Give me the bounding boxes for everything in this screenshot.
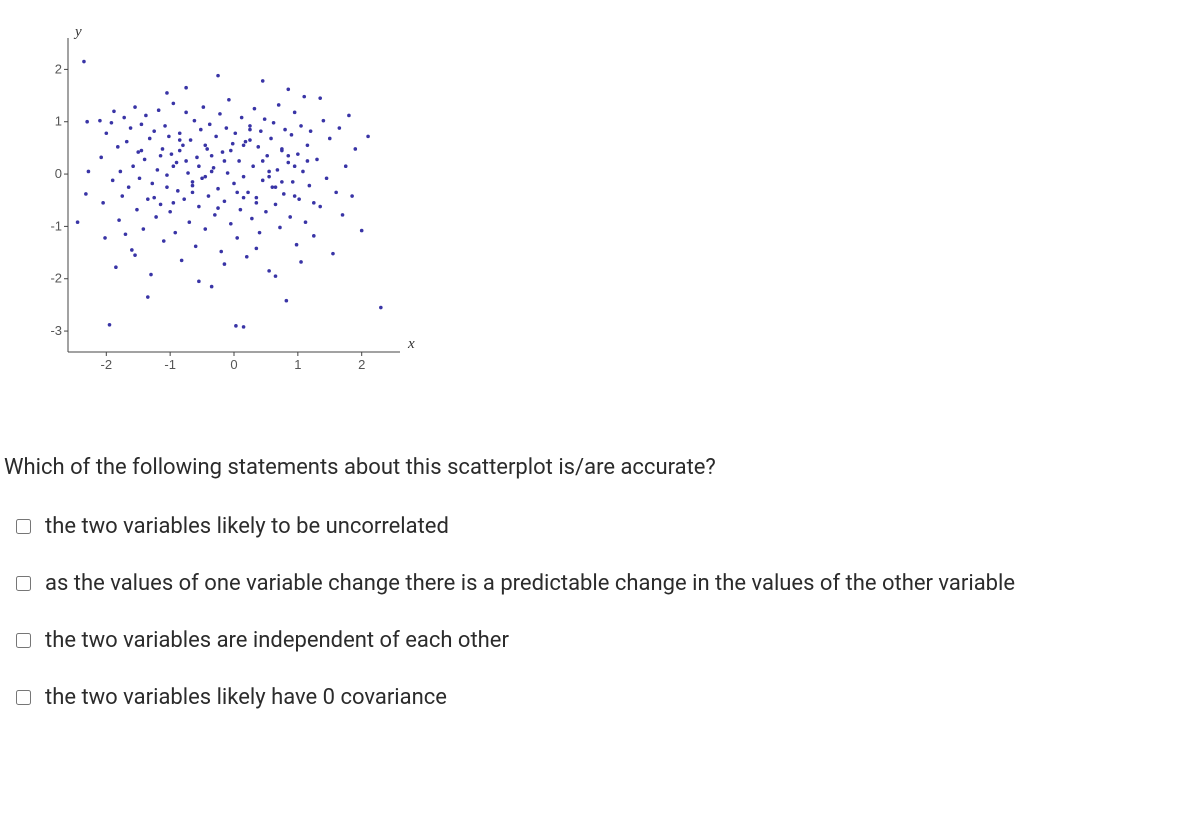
scatter-chart: -3 -2 -1 0 1 2 -2 -1 0 1 2 y x bbox=[30, 20, 430, 380]
option-checkbox-0[interactable] bbox=[16, 519, 31, 534]
svg-text:2: 2 bbox=[358, 357, 365, 372]
svg-text:2: 2 bbox=[55, 61, 62, 76]
option-checkbox-1[interactable] bbox=[16, 576, 31, 591]
svg-text:-1: -1 bbox=[50, 218, 62, 233]
option-row-3: the two variables likely have 0 covarian… bbox=[16, 685, 1200, 710]
svg-text:x: x bbox=[407, 336, 415, 352]
option-row-0: the two variables likely to be uncorrela… bbox=[16, 514, 1200, 539]
option-label-1[interactable]: as the values of one variable change the… bbox=[45, 571, 1015, 596]
svg-text:-3: -3 bbox=[50, 323, 62, 338]
scatter-chart-container: -3 -2 -1 0 1 2 -2 -1 0 1 2 y x bbox=[30, 20, 1200, 380]
option-checkbox-3[interactable] bbox=[16, 690, 31, 705]
svg-text:0: 0 bbox=[55, 166, 62, 181]
svg-text:-2: -2 bbox=[101, 357, 113, 372]
question-text: Which of the following statements about … bbox=[4, 455, 1200, 480]
svg-text:y: y bbox=[73, 24, 82, 40]
option-row-1: as the values of one variable change the… bbox=[16, 571, 1200, 596]
svg-text:-1: -1 bbox=[164, 357, 176, 372]
svg-text:1: 1 bbox=[55, 114, 62, 129]
option-row-2: the two variables are independent of eac… bbox=[16, 628, 1200, 653]
svg-text:1: 1 bbox=[294, 357, 301, 372]
option-label-3[interactable]: the two variables likely have 0 covarian… bbox=[45, 685, 447, 710]
option-label-2[interactable]: the two variables are independent of eac… bbox=[45, 628, 509, 653]
option-checkbox-2[interactable] bbox=[16, 633, 31, 648]
svg-text:-2: -2 bbox=[50, 271, 62, 286]
options-list: the two variables likely to be uncorrela… bbox=[16, 514, 1200, 710]
svg-text:0: 0 bbox=[230, 357, 237, 372]
option-label-0[interactable]: the two variables likely to be uncorrela… bbox=[45, 514, 449, 539]
